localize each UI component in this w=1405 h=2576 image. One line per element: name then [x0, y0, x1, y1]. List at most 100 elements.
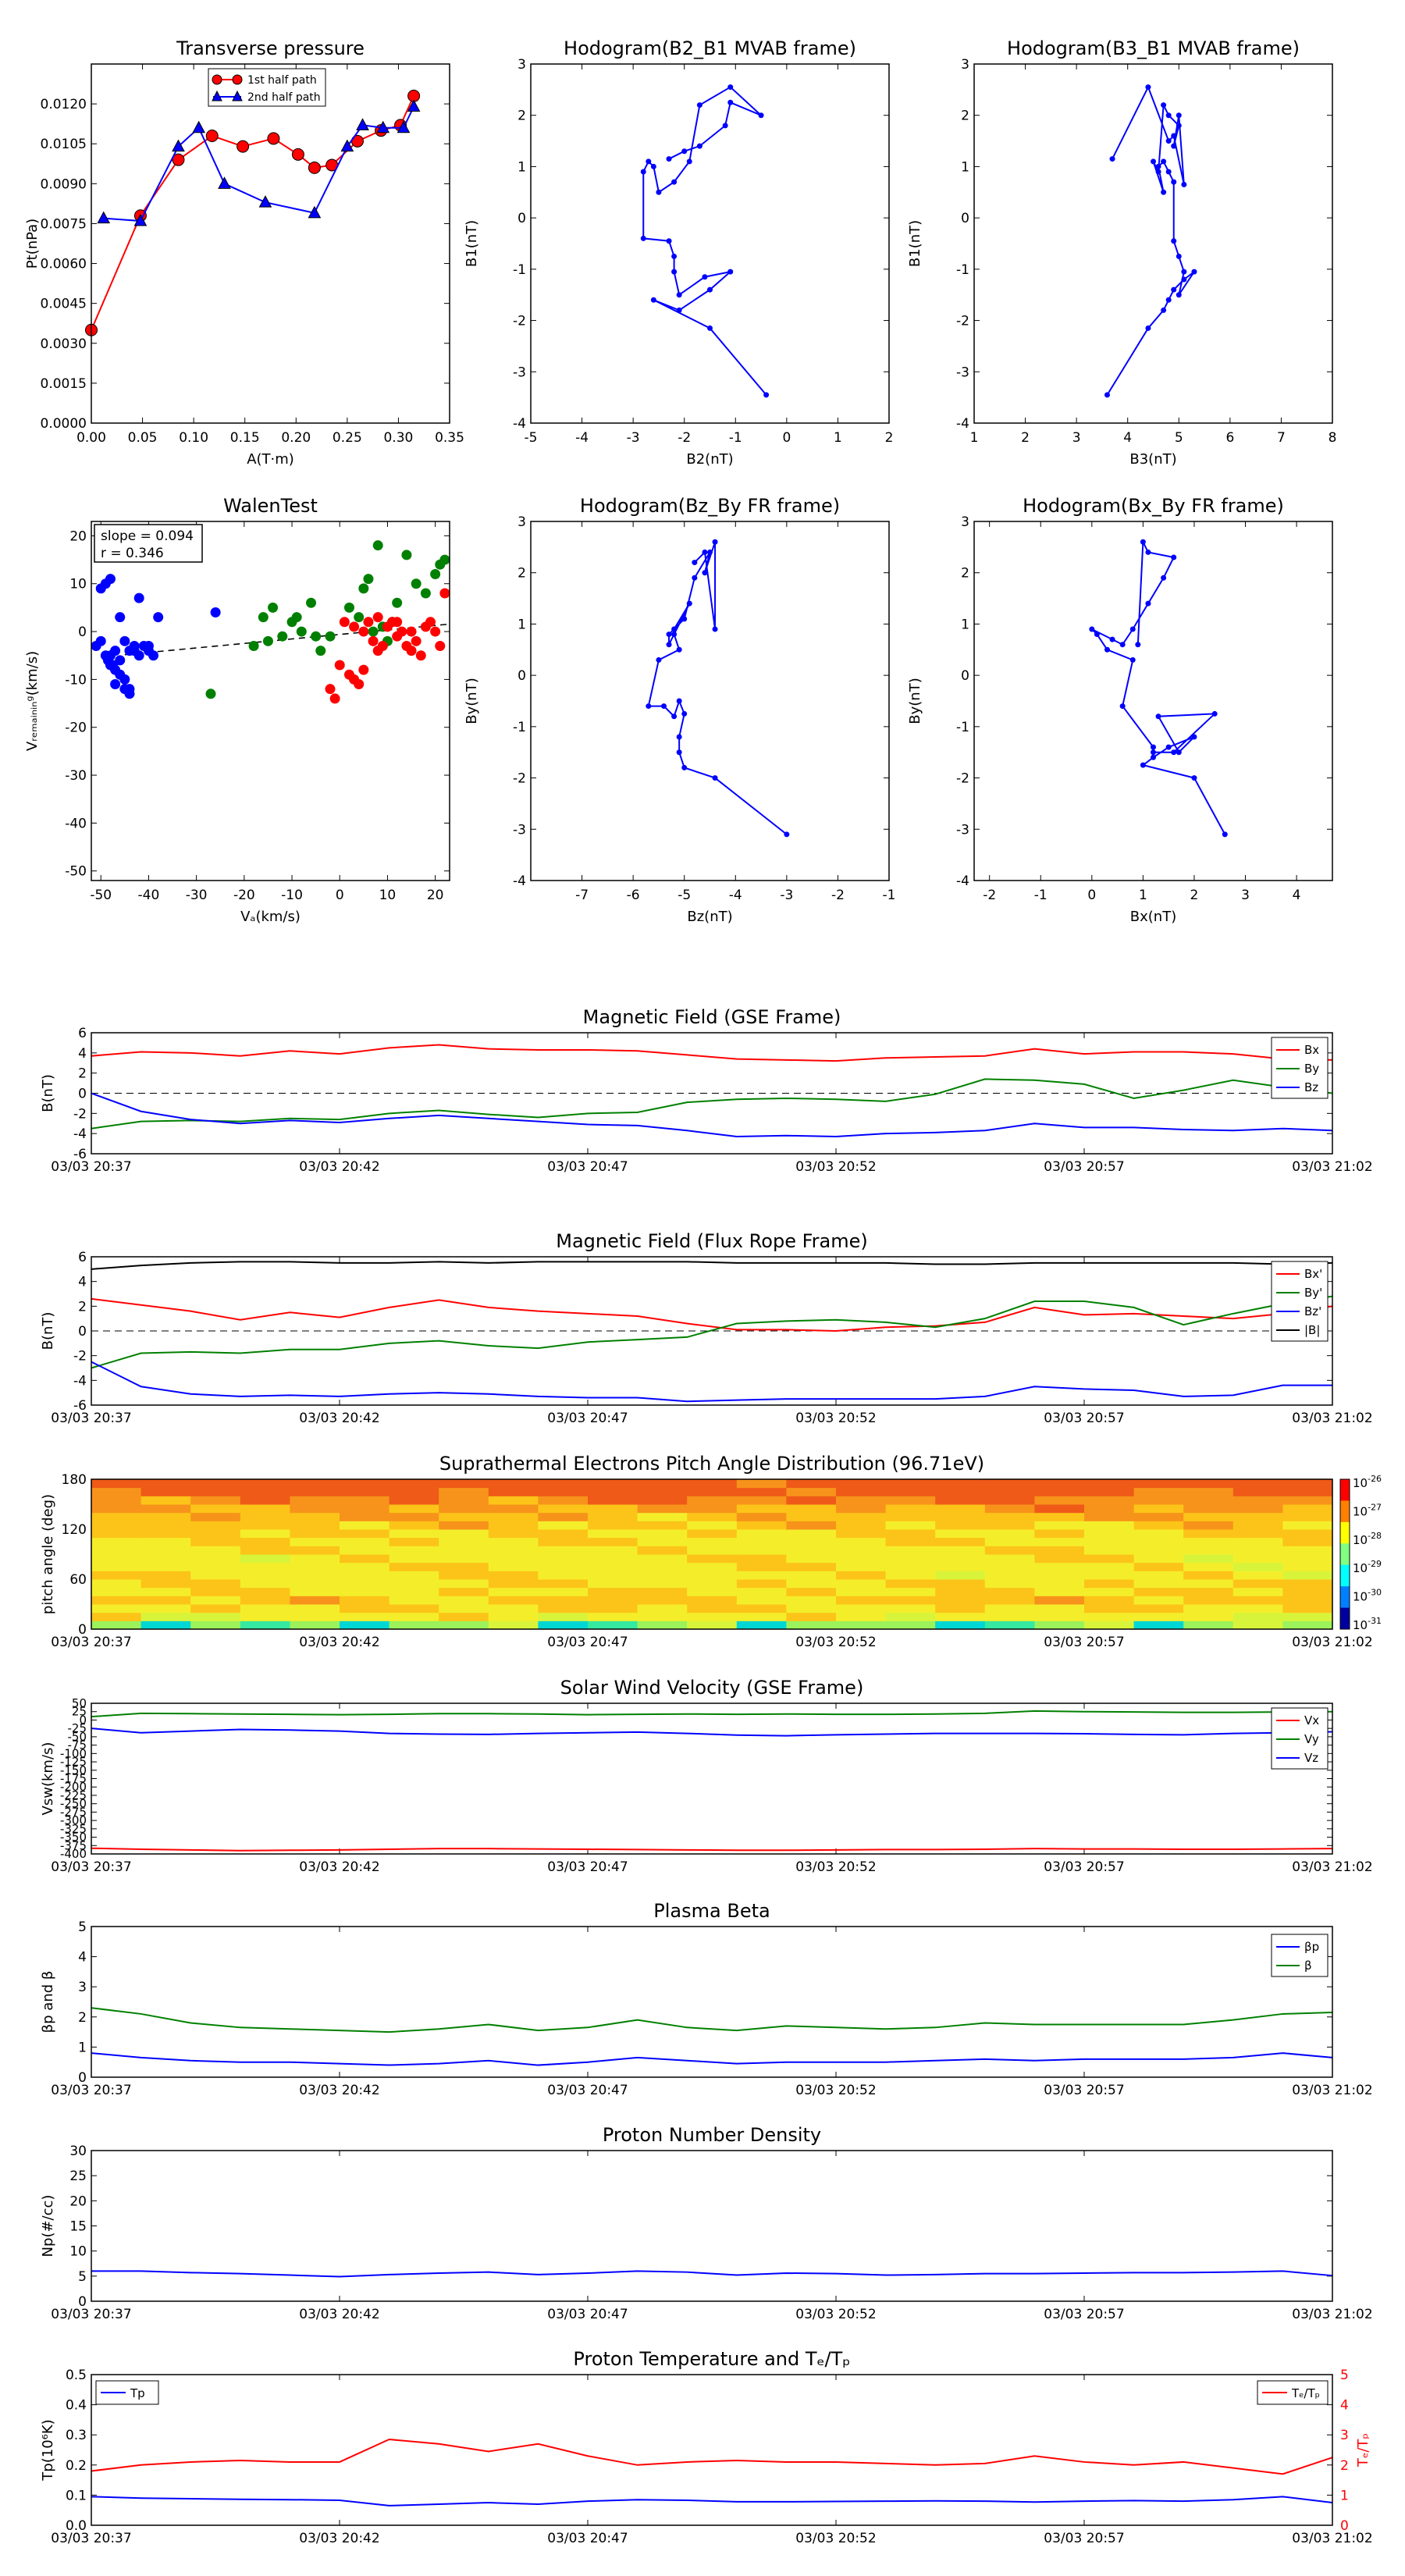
heatmap-cell: [1183, 1612, 1234, 1621]
heatmap-cell: [1232, 1487, 1283, 1496]
legend-marker: [212, 90, 222, 101]
y-tick-label: 15: [69, 2219, 87, 2235]
y-axis-label: Np(#/cc): [40, 2195, 56, 2258]
series-line-|B|: [91, 1261, 1333, 1270]
heatmap-cell: [786, 1579, 837, 1589]
heatmap-cell: [836, 1546, 887, 1555]
y-tick-label: -2: [956, 771, 969, 787]
chart-title: Hodogram(B3_B1 MVAB frame): [1007, 37, 1300, 59]
heatmap-cell: [935, 1587, 986, 1596]
heatmap-cell: [687, 1587, 738, 1596]
x-tick-label: 0.20: [281, 430, 311, 446]
x-tick-label: 03/03 20:52: [795, 1859, 876, 1875]
x-tick-label: 2: [885, 430, 894, 446]
heatmap-cell: [389, 1562, 439, 1571]
heatmap-cell: [588, 1587, 638, 1596]
heatmap-cell: [637, 1537, 688, 1546]
heatmap-cell: [240, 1546, 290, 1555]
data-point: [1161, 189, 1167, 195]
heatmap-cell: [439, 1487, 489, 1496]
y-tick-label: 1: [518, 159, 526, 175]
heatmap-cell: [984, 1546, 1035, 1555]
x-tick-label: 0.05: [128, 430, 158, 446]
scatter-point: [397, 626, 407, 637]
heatmap-cell: [1084, 1587, 1135, 1596]
heatmap-cell: [488, 1529, 539, 1539]
heatmap-cell: [439, 1604, 489, 1614]
chart-h3: Hodogram(Bz_By FR frame) -4 -3 -2 -1 0 1 2 3 -7 -6…: [464, 495, 895, 925]
heatmap-cell: [1232, 1529, 1283, 1539]
y-tick-label: -6: [73, 1147, 87, 1162]
data-point: [666, 642, 672, 648]
heatmap-cell: [240, 1512, 290, 1521]
heatmap-cell: [736, 1612, 787, 1621]
x-tick-label: 4: [1293, 888, 1301, 903]
heatmap-cell: [1232, 1504, 1283, 1514]
x-tick-label: 03/03 20:47: [547, 1859, 628, 1875]
heatmap-cell: [786, 1487, 837, 1496]
y-tick-label: -6: [73, 1398, 87, 1414]
data-point: [727, 99, 734, 105]
colorbar-segment: [1340, 1607, 1350, 1630]
heatmap-cell: [240, 1496, 290, 1505]
x-tick-label: 03/03 20:52: [795, 1411, 876, 1426]
x-tick-label: -6: [627, 888, 640, 903]
heatmap-cell: [538, 1604, 589, 1614]
y-tick-label: -1: [513, 262, 526, 278]
heatmap-cell: [984, 1521, 1035, 1530]
heatmap-cell: [538, 1529, 589, 1539]
heatmap-cell: [488, 1571, 539, 1580]
data-point: [712, 626, 718, 632]
heatmap-cell: [786, 1479, 837, 1489]
heatmap-cell: [1034, 1612, 1085, 1621]
x-tick-label: 03/03 20:47: [547, 2083, 628, 2098]
scatter-point: [95, 635, 106, 646]
series-line-By': [91, 1295, 1333, 1369]
heatmap-cell: [1034, 1579, 1085, 1589]
data-point: [1161, 158, 1167, 165]
y-tick-label: 180: [62, 1472, 87, 1488]
heatmap-cell: [885, 1579, 936, 1589]
heatmap-cell: [736, 1529, 787, 1539]
heatmap-cell: [240, 1529, 290, 1539]
heatmap-cell: [935, 1479, 986, 1489]
legend-label: 2nd half path: [247, 91, 321, 104]
y-tick-label: 3: [961, 514, 969, 530]
legend-label: Bz': [1304, 1304, 1321, 1318]
legend-box: [208, 68, 326, 107]
y-right-tick-label: 5: [1340, 2368, 1349, 2383]
data-point: [340, 139, 354, 152]
heatmap-cell: [290, 1504, 340, 1514]
data-point: [172, 153, 185, 166]
chart-beta: Plasma Beta 0 1 2 3 4 5 03/03 20:37 03/03 20:42 0…: [40, 1900, 1373, 2098]
heatmap-cell: [786, 1546, 837, 1555]
heatmap-cell: [836, 1562, 887, 1571]
scatter-point: [372, 646, 383, 656]
data-point: [218, 176, 231, 189]
heatmap-cell: [885, 1537, 936, 1546]
scatter-point: [415, 650, 426, 661]
x-tick-label: 03/03 21:02: [1292, 1635, 1372, 1650]
heatmap-cell: [340, 1537, 390, 1546]
data-point: [1171, 133, 1177, 139]
scatter-point: [153, 612, 164, 623]
heatmap-cell: [984, 1621, 1035, 1630]
heatmap-cell: [885, 1512, 936, 1521]
x-tick-label: 2: [1190, 888, 1199, 903]
chart-tp: Transverse pressure 0.0000 0.0015 0.0030 0.0…: [24, 37, 464, 468]
data-point: [758, 112, 764, 119]
data-point: [727, 269, 734, 275]
scatter-point: [411, 635, 422, 646]
heatmap-cell: [885, 1546, 936, 1555]
heatmap-cell: [1183, 1546, 1234, 1555]
data-point: [1191, 734, 1197, 740]
heatmap-cell: [290, 1571, 340, 1580]
heatmap-cell: [140, 1537, 191, 1546]
scatter-point: [205, 688, 216, 699]
heatmap-cell: [786, 1512, 837, 1521]
heatmap-cell: [140, 1512, 191, 1521]
data-point: [666, 632, 672, 638]
heatmap-cell: [190, 1587, 241, 1596]
heatmap-cell: [935, 1621, 986, 1630]
x-tick-label: 03/03 20:52: [795, 2307, 876, 2322]
